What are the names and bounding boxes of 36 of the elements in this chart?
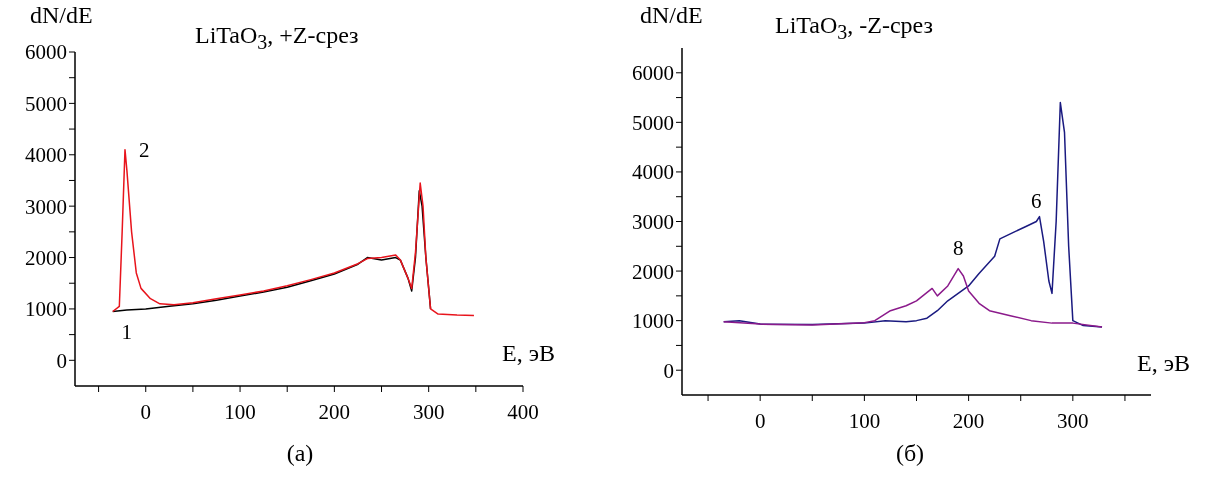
x-tick-label: 0 (754, 408, 766, 433)
text: (б) (894, 440, 926, 467)
text: (a) (285, 440, 315, 467)
annotation: 1 (121, 319, 133, 344)
y-tick-label: 0 (56, 348, 67, 373)
x-tick-label: 300 (412, 399, 445, 424)
y-tick-label: 2000 (25, 245, 67, 270)
x-tick-label: 400 (507, 399, 539, 424)
chart-title: LiTaO$_{3}$, -Z-срез (775, 12, 934, 44)
y-tick-label: 5000 (25, 91, 67, 116)
y-axis-title: dN/dE (640, 2, 703, 29)
y-tick-label: 5000 (632, 110, 674, 135)
chart-title: LiTaO$_{3}$, +Z-срез (195, 22, 359, 54)
y-tick-label: 4000 (25, 143, 67, 168)
annotation: 6 (1031, 188, 1042, 213)
x-axis-title: E, эВ (1137, 350, 1190, 377)
y-tick-label: 1000 (25, 297, 67, 322)
x-tick-label: 100 (848, 408, 881, 433)
annotation: 8 (952, 235, 964, 260)
annotation: 2 (138, 138, 150, 163)
y-axis-title: dN/dE (30, 2, 93, 29)
y-tick-label: 3000 (25, 194, 67, 219)
x-tick-label: 300 (1057, 408, 1089, 433)
y-tick-label: 0 (663, 358, 674, 383)
y-tick-label: 1000 (632, 309, 674, 334)
x-tick-label: 200 (952, 408, 985, 433)
x-tick-label: 0 (140, 399, 151, 424)
y-tick-label: 6000 (632, 61, 674, 86)
y-tick-label: 3000 (632, 209, 674, 234)
x-tick-label: 200 (318, 399, 351, 424)
y-tick-label: 2000 (632, 259, 674, 284)
x-tick-label: 100 (224, 399, 256, 424)
x-axis-title: E, эВ (502, 340, 555, 367)
y-tick-label: 4000 (632, 160, 674, 185)
line-series (722, 267, 1103, 328)
y-tick-label: 6000 (25, 40, 67, 65)
